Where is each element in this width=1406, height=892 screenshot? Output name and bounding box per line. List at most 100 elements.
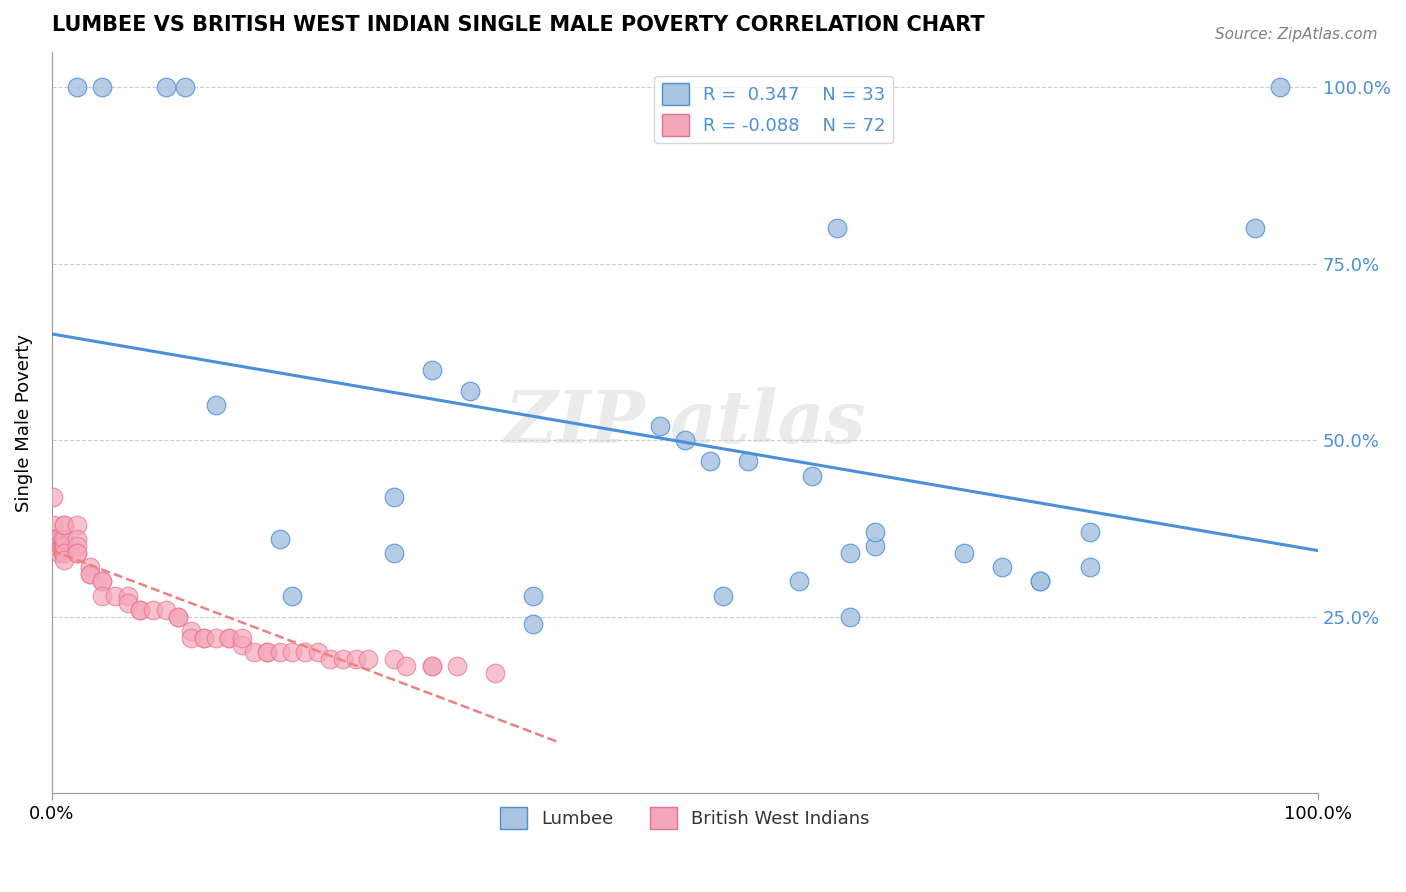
Point [218,631,240,645]
Point [180,624,202,638]
Point [91,574,114,589]
Point [357,652,380,666]
Point [91,574,114,589]
Point [48,546,70,560]
Point [46,539,69,553]
Point [45,539,67,553]
Point [44,532,66,546]
Point [117,589,139,603]
Point [53,518,76,533]
Point [53,518,76,533]
Point [269,532,291,546]
Point [66,546,89,560]
Point [952,546,974,560]
Point [231,631,253,645]
Point [142,603,165,617]
Point [42,518,65,533]
Point [281,589,304,603]
Point [420,659,443,673]
Point [91,589,114,603]
Point [66,546,89,560]
Point [49,539,72,553]
Point [825,221,848,235]
Point [53,539,76,553]
Point [1078,560,1101,574]
Point [66,518,89,533]
Point [231,638,253,652]
Point [45,539,67,553]
Point [66,80,89,95]
Point [129,603,152,617]
Point [66,539,89,553]
Point [42,532,65,546]
Point [446,659,468,673]
Point [256,645,278,659]
Point [1243,221,1265,235]
Point [53,539,76,553]
Point [344,652,367,666]
Point [167,609,190,624]
Point [420,362,443,376]
Point [711,589,734,603]
Point [53,546,76,560]
Point [382,546,405,560]
Point [863,524,886,539]
Point [42,490,65,504]
Text: ZIP atlas: ZIP atlas [505,387,866,458]
Point [332,652,354,666]
Point [205,631,228,645]
Point [155,603,177,617]
Point [1028,574,1050,589]
Point [155,80,177,95]
Point [53,553,76,567]
Legend: Lumbee, British West Indians: Lumbee, British West Indians [492,800,877,836]
Point [46,532,69,546]
Point [53,539,76,553]
Point [1268,80,1291,95]
Point [990,560,1012,574]
Point [307,645,329,659]
Point [52,539,75,553]
Point [294,645,316,659]
Text: LUMBEE VS BRITISH WEST INDIAN SINGLE MALE POVERTY CORRELATION CHART: LUMBEE VS BRITISH WEST INDIAN SINGLE MAL… [52,15,984,35]
Point [522,616,544,631]
Point [800,468,823,483]
Point [522,589,544,603]
Point [1028,574,1050,589]
Point [52,546,75,560]
Point [79,560,101,574]
Point [395,659,418,673]
Point [673,434,696,448]
Point [79,567,101,582]
Point [45,539,67,553]
Point [382,490,405,504]
Point [205,398,228,412]
Point [863,539,886,553]
Point [180,631,202,645]
Point [193,631,215,645]
Point [1078,524,1101,539]
Point [129,603,152,617]
Point [52,539,75,553]
Point [53,532,76,546]
Point [66,532,89,546]
Point [49,539,72,553]
Point [117,596,139,610]
Point [193,631,215,645]
Point [319,652,342,666]
Point [382,652,405,666]
Point [838,546,860,560]
Point [256,645,278,659]
Point [46,539,69,553]
Point [49,539,72,553]
Point [79,567,101,582]
Y-axis label: Single Male Poverty: Single Male Poverty [15,334,32,512]
Point [91,80,114,95]
Point [484,666,506,681]
Point [167,609,190,624]
Point [737,454,759,468]
Point [51,532,73,546]
Point [420,659,443,673]
Point [699,454,721,468]
Point [281,645,304,659]
